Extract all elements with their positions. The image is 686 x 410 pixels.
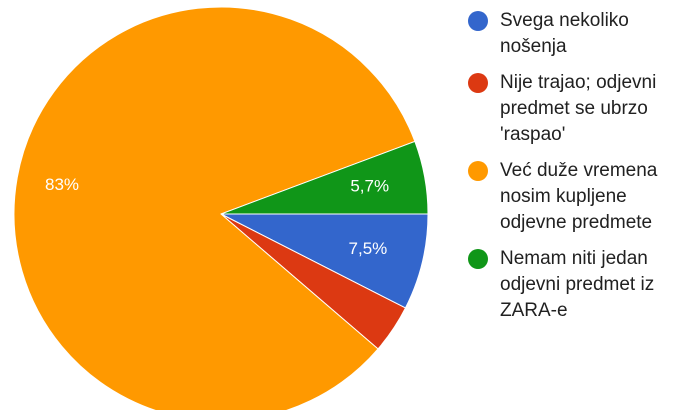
legend-item: Već duže vremena nosim kupljene odjevne …	[466, 158, 682, 236]
legend-item: Nije trajao; odjevni predmet se ubrzo 'r…	[466, 70, 682, 148]
slice-label: 83%	[45, 175, 79, 194]
legend-item: Svega nekoliko nošenja	[466, 8, 682, 60]
legend-swatch	[468, 11, 488, 31]
legend-label: Već duže vremena nosim kupljene odjevne …	[500, 160, 658, 233]
legend: Svega nekoliko nošenja Nije trajao; odjev…	[466, 8, 682, 334]
pie-slice	[13, 6, 416, 410]
legend-swatch	[468, 161, 488, 181]
slice-label: 5,7%	[350, 177, 389, 196]
pie-slice	[220, 140, 429, 215]
slice-label: 7,5%	[349, 239, 388, 258]
legend-label: Nije trajao; odjevni predmet se ubrzo 'r…	[500, 72, 657, 145]
pie-slice	[220, 213, 429, 309]
legend-swatch	[468, 73, 488, 93]
legend-item: Nemam niti jedan odjevni predmet iz ZARA…	[466, 246, 682, 324]
legend-label: Nemam niti jedan odjevni predmet iz ZARA…	[500, 248, 655, 321]
legend-label: Svega nekoliko nošenja	[500, 10, 629, 57]
legend-swatch	[468, 249, 488, 269]
